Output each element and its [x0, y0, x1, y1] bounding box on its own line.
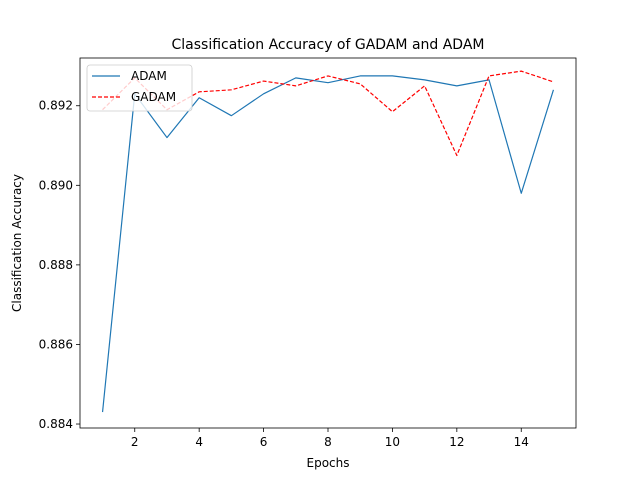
legend-label-gadam: GADAM: [131, 90, 176, 104]
x-tick-label: 6: [260, 435, 268, 449]
x-tick-label: 10: [385, 435, 400, 449]
legend: ADAM GADAM: [86, 64, 193, 112]
x-tick-label: 2: [131, 435, 139, 449]
x-tick-label: 14: [514, 435, 529, 449]
y-tick-label: 0.892: [39, 99, 73, 113]
chart-title: Classification Accuracy of GADAM and ADA…: [171, 37, 484, 53]
y-tick-label: 0.890: [39, 178, 73, 192]
y-axis-label: Classification Accuracy: [10, 174, 24, 312]
x-tick-label: 12: [449, 435, 464, 449]
y-tick-label: 0.886: [39, 337, 73, 351]
series-line-adam: [101, 75, 555, 413]
y-tick-label: 0.884: [39, 417, 73, 431]
x-axis-ticks: 2 4 6 8 10 12 14: [131, 428, 529, 449]
x-tick-label: 4: [195, 435, 203, 449]
y-tick-label: 0.888: [39, 258, 73, 272]
legend-label-adam: ADAM: [131, 69, 167, 83]
x-axis-label: Epochs: [307, 456, 350, 470]
x-tick-label: 8: [324, 435, 332, 449]
y-axis-ticks: 0.884 0.886 0.888 0.890 0.892: [39, 99, 80, 431]
